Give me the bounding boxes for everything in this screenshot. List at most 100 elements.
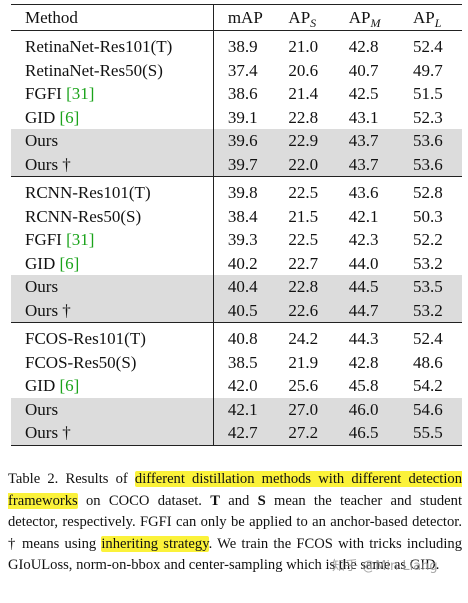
cell-apm: 46.0 xyxy=(348,397,413,421)
table-row: FCOS-Res50(S) 38.5 21.9 42.8 48.6 xyxy=(11,350,462,374)
cell-apm: 42.1 xyxy=(348,206,379,226)
cell-apl: 53.6 xyxy=(413,129,462,153)
cell-apm: 43.7 xyxy=(348,152,413,177)
cell-aps: 21.9 xyxy=(288,352,319,372)
table-body: RetinaNet-Res101(T) 38.9 21.0 42.8 52.4 Retin… xyxy=(11,30,462,446)
citation-link[interactable]: [31] xyxy=(66,230,95,250)
cell-aps: 21.5 xyxy=(288,206,319,226)
table-row: GID [6] 40.2 22.7 44.0 53.2 xyxy=(11,251,462,275)
cell-apm: 44.7 xyxy=(348,298,413,323)
table-caption: Table 2. Results of different distillati… xyxy=(8,471,463,574)
cell-method: Ours xyxy=(11,275,214,299)
cell-map: 40.4 xyxy=(212,275,289,299)
cell-map: 42.1 xyxy=(212,397,289,421)
cell-apl: 52.4 xyxy=(413,322,462,351)
cell-apm: 44.3 xyxy=(348,322,413,351)
cell-apl: 53.5 xyxy=(413,275,462,299)
cell-aps: 22.5 xyxy=(288,230,319,250)
cell-method: RetinaNet-Res50(S) xyxy=(25,60,163,80)
cell-apl: 52.2 xyxy=(413,230,443,250)
header-method: Method xyxy=(11,4,214,31)
citation-link[interactable]: [31] xyxy=(66,84,95,104)
cell-aps: 21.4 xyxy=(288,84,319,104)
cell-map: 42.7 xyxy=(212,421,289,446)
cell-aps: 22.8 xyxy=(288,275,349,299)
table-row: RCNN-Res101(T) 39.8 22.5 43.6 52.8 xyxy=(11,176,462,205)
cell-method: RCNN-Res50(S) xyxy=(25,206,142,226)
cell-map: 42.0 xyxy=(212,374,289,398)
cell-map: 38.5 xyxy=(212,350,289,374)
cell-apm: 45.8 xyxy=(348,376,379,396)
cell-map: 40.5 xyxy=(212,298,289,323)
cell-map: 38.6 xyxy=(212,82,289,106)
cell-method: GID [6] xyxy=(25,376,80,396)
caption-highlight-inheriting: inheriting strategy xyxy=(101,535,209,552)
table-row: GID [6] 42.0 25.6 45.8 54.2 xyxy=(11,374,462,398)
cell-method: GID [6] xyxy=(25,107,80,127)
cell-apl: 52.3 xyxy=(413,107,443,127)
table-row: Ours † 40.5 22.6 44.7 53.2 xyxy=(11,298,462,323)
cell-method: RetinaNet-Res101(T) xyxy=(11,30,214,59)
cell-apm: 42.3 xyxy=(348,230,379,250)
cell-apm: 44.5 xyxy=(348,275,413,299)
cell-apl: 48.6 xyxy=(413,352,443,372)
table-row: FGFI [31] 39.3 22.5 42.3 52.2 xyxy=(11,228,462,252)
header-apm: APM xyxy=(348,4,413,31)
cell-apm: 43.6 xyxy=(348,176,413,205)
cell-apl: 50.3 xyxy=(413,206,443,226)
cell-apl: 49.7 xyxy=(413,60,443,80)
cell-map: 38.4 xyxy=(212,204,289,228)
cell-apl: 53.2 xyxy=(413,298,462,323)
cell-apm: 43.7 xyxy=(348,129,413,153)
table-row: RetinaNet-Res50(S) 37.4 20.6 40.7 49.7 xyxy=(11,58,462,82)
cell-aps: 25.6 xyxy=(288,376,319,396)
cell-map: 39.6 xyxy=(212,129,289,153)
table-row: Ours 40.4 22.8 44.5 53.5 xyxy=(11,275,462,299)
cell-method: Ours xyxy=(11,397,214,421)
cell-apl: 51.5 xyxy=(413,84,443,104)
cell-aps: 24.2 xyxy=(288,322,349,351)
table-row: Ours 39.6 22.9 43.7 53.6 xyxy=(11,129,462,153)
table-row: RCNN-Res50(S) 38.4 21.5 42.1 50.3 xyxy=(11,204,462,228)
cell-map: 40.8 xyxy=(212,322,289,351)
cell-method: FGFI [31] xyxy=(25,84,95,104)
cell-map: 39.1 xyxy=(212,105,289,129)
cell-aps: 22.7 xyxy=(288,253,319,273)
zhihu-watermark: 知乎 @Min Liang xyxy=(332,559,438,574)
cell-apm: 46.5 xyxy=(348,421,413,446)
header-map: mAP xyxy=(212,4,289,31)
cell-aps: 22.0 xyxy=(288,152,349,177)
table-row: GID [6] 39.1 22.8 43.1 52.3 xyxy=(11,105,462,129)
table-row: RetinaNet-Res101(T) 38.9 21.0 42.8 52.4 xyxy=(11,30,462,59)
cell-apm: 43.1 xyxy=(348,107,379,127)
cell-map: 37.4 xyxy=(212,58,289,82)
citation-link[interactable]: [6] xyxy=(59,376,80,396)
cell-method: FGFI [31] xyxy=(25,230,95,250)
table-header-row: Method mAP APS APM APL xyxy=(11,4,462,31)
cell-aps: 21.0 xyxy=(288,30,349,59)
cell-apl: 53.2 xyxy=(413,253,443,273)
cell-apl: 55.5 xyxy=(413,421,462,446)
table-row: FGFI [31] 38.6 21.4 42.5 51.5 xyxy=(11,82,462,106)
cell-aps: 22.9 xyxy=(288,129,349,153)
cell-aps: 20.6 xyxy=(288,60,319,80)
cell-apl: 52.8 xyxy=(413,176,462,205)
cell-aps: 27.0 xyxy=(288,397,349,421)
cell-apm: 40.7 xyxy=(348,60,379,80)
cell-method: Ours † xyxy=(11,298,214,323)
cell-method: Ours † xyxy=(11,152,214,177)
table-row: FCOS-Res101(T) 40.8 24.2 44.3 52.4 xyxy=(11,322,462,351)
cell-apm: 44.0 xyxy=(348,253,379,273)
cell-map: 39.7 xyxy=(212,152,289,177)
cell-aps: 22.6 xyxy=(288,298,349,323)
header-aps: APS xyxy=(288,4,349,31)
cell-aps: 22.5 xyxy=(288,176,349,205)
cell-map: 39.8 xyxy=(212,176,289,205)
header-apl: APL xyxy=(413,4,462,31)
citation-link[interactable]: [6] xyxy=(59,253,80,273)
cell-method: FCOS-Res50(S) xyxy=(25,352,137,372)
cell-method: Ours † xyxy=(11,421,214,446)
citation-link[interactable]: [6] xyxy=(59,107,80,127)
cell-apm: 42.8 xyxy=(348,352,379,372)
